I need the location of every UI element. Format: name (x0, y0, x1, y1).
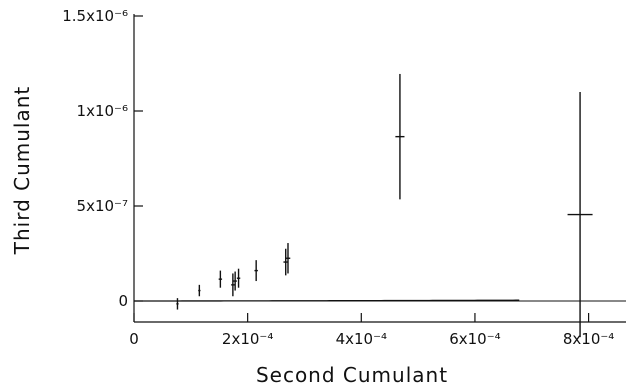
y-tick-label: 1.5x10⁻⁶ (62, 7, 128, 25)
x-tick-label: 4x10⁻⁴ (336, 330, 387, 348)
data-point (283, 248, 288, 276)
data-point (254, 260, 258, 282)
fit-curve (134, 299, 520, 302)
x-tick-label: 0 (129, 330, 139, 348)
x-axis: 0 2x10⁻⁴ 4x10⁻⁴ 6x10⁻⁴ 8x10⁻⁴ (129, 313, 626, 348)
y-tick-label: 5x10⁻⁷ (77, 197, 128, 215)
plot-area (134, 73, 626, 338)
data-point (218, 270, 223, 288)
y-tick-label: 0 (118, 292, 128, 310)
x-tick-label: 2x10⁻⁴ (222, 330, 273, 348)
data-point (198, 284, 201, 297)
data-point (233, 271, 237, 291)
data-point (176, 298, 179, 310)
x-axis-title: Second Cumulant (256, 363, 448, 387)
data-point (567, 92, 593, 338)
y-tick-label: 1x10⁻⁶ (77, 102, 128, 120)
data-point (236, 268, 241, 288)
data-point (395, 73, 405, 200)
x-tick-label: 8x10⁻⁴ (563, 330, 614, 348)
x-tick-label: 6x10⁻⁴ (449, 330, 500, 348)
data-point (231, 273, 235, 297)
y-axis-title: Third Cumulant (10, 86, 34, 256)
y-axis: 0 5x10⁻⁷ 1x10⁻⁶ 1.5x10⁻⁶ (62, 7, 143, 322)
data-point (285, 243, 291, 274)
